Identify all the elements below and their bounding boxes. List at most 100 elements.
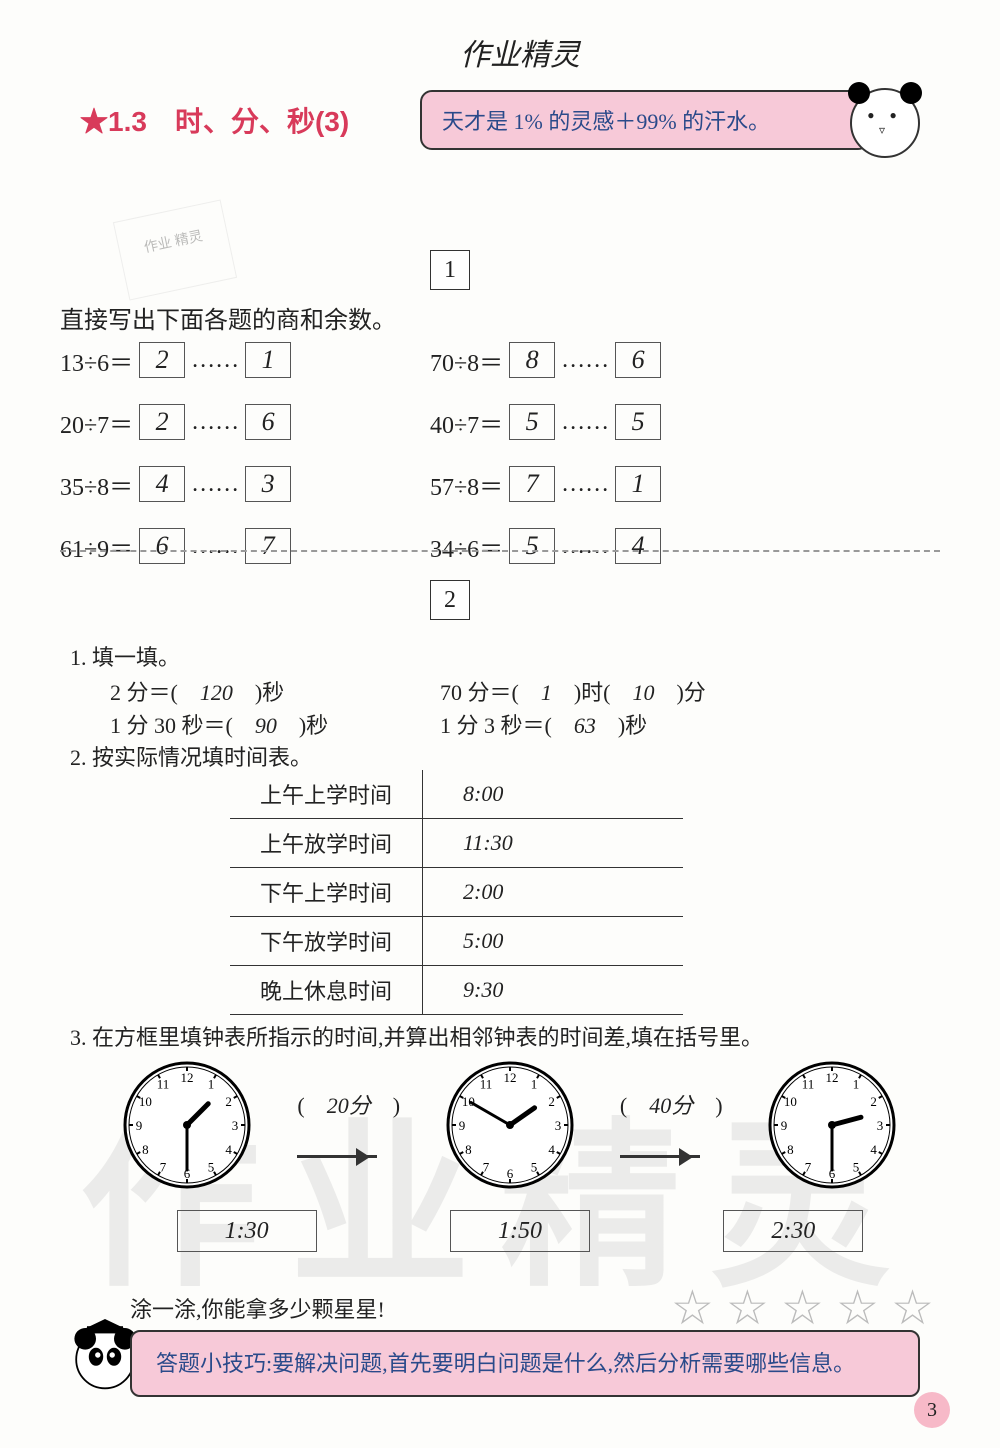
- text: 1 分 3 秒＝(: [440, 713, 574, 738]
- remainder-box[interactable]: 4: [615, 528, 661, 564]
- svg-text:8: 8: [465, 1142, 472, 1157]
- expr: 13÷6＝: [60, 343, 133, 378]
- svg-text:8: 8: [788, 1142, 795, 1157]
- answer[interactable]: 20分: [327, 1093, 371, 1118]
- star-icon[interactable]: ☆: [671, 1280, 714, 1336]
- division-row: 34÷6＝ 5 …… 4: [430, 526, 667, 566]
- table-row: 上午放学时间11:30: [230, 819, 683, 868]
- time-answer-box[interactable]: 2:30: [723, 1210, 863, 1252]
- remainder-box[interactable]: 6: [615, 342, 661, 378]
- section-title: ★1.3 时、分、秒(3): [80, 100, 349, 140]
- text: )时(: [552, 680, 633, 705]
- clock-2: 121234567891011: [445, 1060, 575, 1190]
- text: ): [693, 1093, 722, 1118]
- clock-3: 121234567891011: [767, 1060, 897, 1190]
- q1-row2-right: 1 分 3 秒＝( 63 )秒: [440, 708, 647, 740]
- clock-1: 121234567891011: [122, 1060, 252, 1190]
- time-answer-box[interactable]: 1:50: [450, 1210, 590, 1252]
- dots: ……: [561, 347, 609, 374]
- row-value[interactable]: 8:00: [423, 770, 683, 819]
- time-answer-box[interactable]: 1:30: [177, 1210, 317, 1252]
- arrow-icon: [297, 1155, 377, 1158]
- remainder-box[interactable]: 6: [245, 404, 291, 440]
- text: 2 分＝(: [110, 680, 200, 705]
- svg-text:10: 10: [462, 1094, 475, 1109]
- expr: 61÷9＝: [60, 529, 133, 564]
- quotient-box[interactable]: 5: [509, 404, 555, 440]
- remainder-box[interactable]: 3: [245, 466, 291, 502]
- answer[interactable]: 90: [255, 713, 277, 738]
- q1-label: 1. 填一填。: [70, 640, 180, 672]
- dots: ……: [191, 533, 239, 560]
- text: )分: [654, 680, 705, 705]
- remainder-box[interactable]: 1: [615, 466, 661, 502]
- svg-text:3: 3: [877, 1118, 884, 1133]
- text: (: [297, 1093, 326, 1118]
- svg-text:11: 11: [157, 1076, 170, 1091]
- table-row: 上午上学时间8:00: [230, 770, 683, 819]
- panda-icon: ● ●▿: [850, 88, 920, 158]
- section-box-2: 2: [430, 580, 470, 620]
- expr: 40÷7＝: [430, 405, 503, 440]
- dots: ……: [561, 533, 609, 560]
- quotient-box[interactable]: 2: [139, 404, 185, 440]
- row-value[interactable]: 2:00: [423, 868, 683, 917]
- instruction-1: 直接写出下面各题的商和余数。: [60, 300, 396, 335]
- table-row: 下午放学时间5:00: [230, 917, 683, 966]
- star-icon[interactable]: ☆: [726, 1280, 769, 1336]
- quotient-box[interactable]: 5: [509, 528, 555, 564]
- row-value[interactable]: 5:00: [423, 917, 683, 966]
- divider: [60, 550, 940, 552]
- page-number: 3: [914, 1392, 950, 1428]
- answer[interactable]: 10: [632, 680, 654, 705]
- answer[interactable]: 40分: [649, 1093, 693, 1118]
- time-boxes: 1:30 1:50 2:30: [110, 1210, 930, 1252]
- row-label: 晚上休息时间: [230, 966, 423, 1015]
- answer[interactable]: 120: [200, 680, 233, 705]
- svg-text:9: 9: [136, 1118, 143, 1133]
- svg-text:2: 2: [226, 1094, 233, 1109]
- row-value[interactable]: 9:30: [423, 966, 683, 1015]
- star-icon[interactable]: ☆: [891, 1280, 934, 1336]
- answer[interactable]: 1: [541, 680, 552, 705]
- svg-text:6: 6: [507, 1166, 514, 1181]
- svg-text:12: 12: [826, 1070, 839, 1085]
- remainder-box[interactable]: 7: [245, 528, 291, 564]
- division-row: 57÷8＝ 7 …… 1: [430, 464, 667, 504]
- remainder-box[interactable]: 5: [615, 404, 661, 440]
- star-icon[interactable]: ☆: [836, 1280, 879, 1336]
- svg-text:1: 1: [208, 1076, 215, 1091]
- dots: ……: [561, 471, 609, 498]
- svg-text:4: 4: [226, 1142, 233, 1157]
- arrow-icon: [620, 1155, 700, 1158]
- svg-text:12: 12: [181, 1070, 194, 1085]
- svg-text:2: 2: [548, 1094, 555, 1109]
- q3-label: 3. 在方框里填钟表所指示的时间,并算出相邻钟表的时间差,填在括号里。: [70, 1020, 763, 1052]
- svg-text:3: 3: [232, 1118, 239, 1133]
- quotient-box[interactable]: 2: [139, 342, 185, 378]
- division-row: 35÷8＝ 4 …… 3: [60, 464, 297, 504]
- quotient-box[interactable]: 8: [509, 342, 555, 378]
- expr: 20÷7＝: [60, 405, 133, 440]
- text: ): [371, 1093, 400, 1118]
- svg-text:1: 1: [853, 1076, 860, 1091]
- expr: 34÷6＝: [430, 529, 503, 564]
- table-row: 下午上学时间2:00: [230, 868, 683, 917]
- section-number: 1.3: [108, 106, 147, 137]
- quotient-box[interactable]: 7: [509, 466, 555, 502]
- remainder-box[interactable]: 1: [245, 342, 291, 378]
- text: 70 分＝(: [440, 680, 541, 705]
- svg-text:4: 4: [871, 1142, 878, 1157]
- quotient-box[interactable]: 6: [139, 528, 185, 564]
- dots: ……: [191, 471, 239, 498]
- text: 1 分 30 秒＝(: [110, 713, 255, 738]
- answer[interactable]: 63: [574, 713, 596, 738]
- stars-row: 涂一涂,你能拿多少颗星星! ☆ ☆ ☆ ☆ ☆: [130, 1280, 940, 1336]
- star-icon[interactable]: ☆: [781, 1280, 824, 1336]
- quotient-box[interactable]: 4: [139, 466, 185, 502]
- svg-text:11: 11: [480, 1076, 493, 1091]
- row-value[interactable]: 11:30: [423, 819, 683, 868]
- text: )秒: [233, 680, 284, 705]
- dots: ……: [561, 409, 609, 436]
- diff-group: ( 40分 ): [620, 1108, 723, 1143]
